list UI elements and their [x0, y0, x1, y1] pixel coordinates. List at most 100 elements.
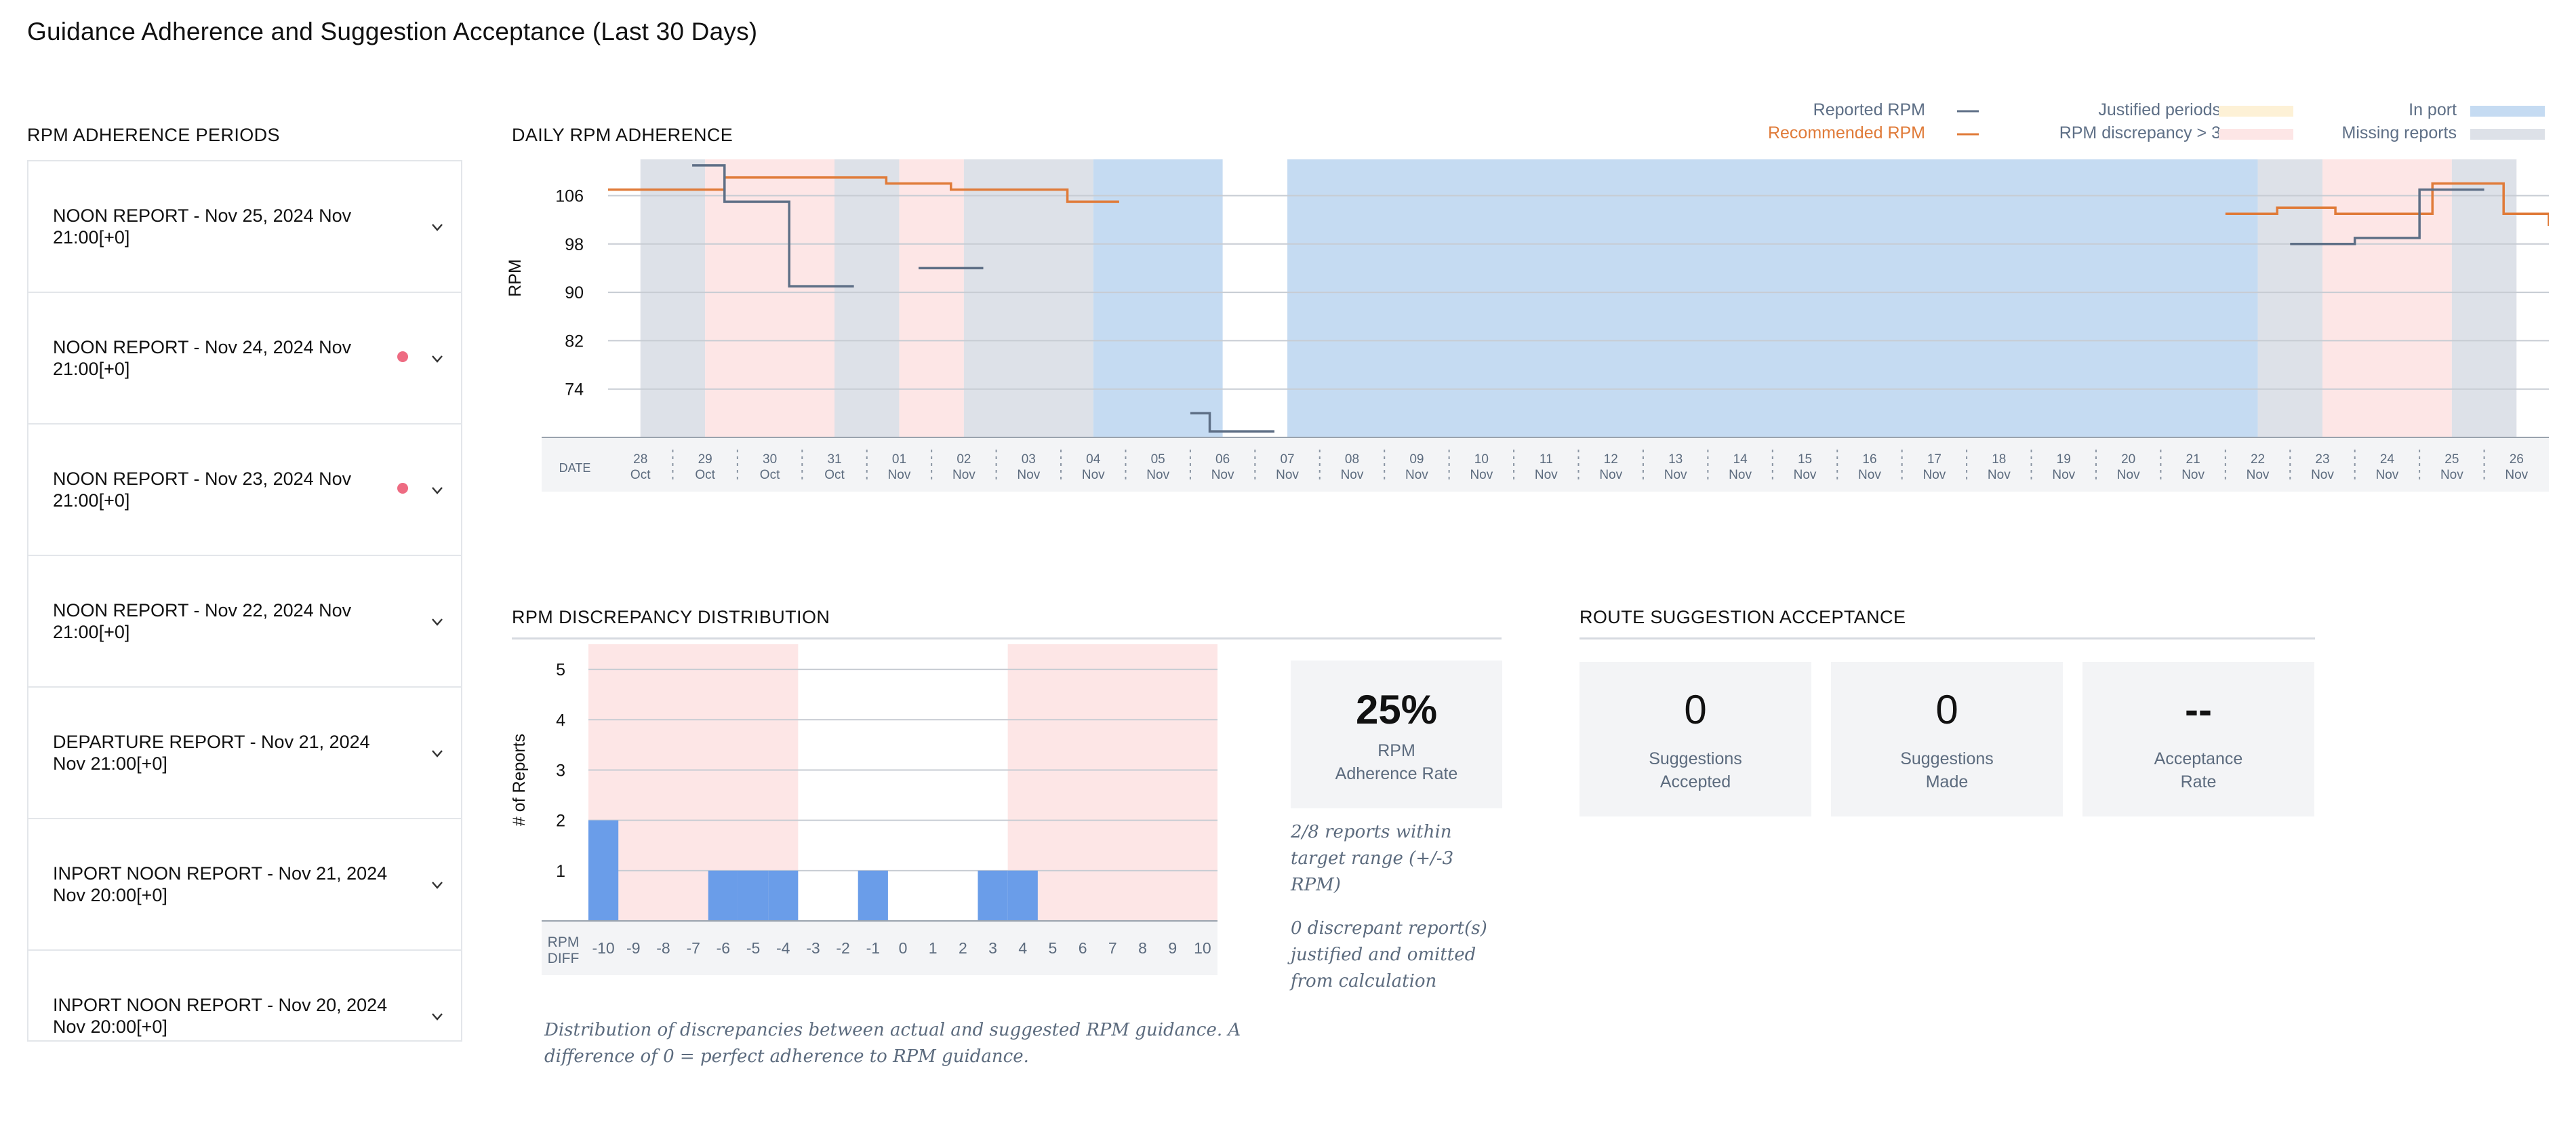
y-tick-label: 5 — [556, 661, 565, 679]
y-tick-label: 90 — [565, 283, 584, 302]
x-tick-month: Nov — [952, 468, 975, 482]
page-title: Guidance Adherence and Suggestion Accept… — [27, 18, 758, 45]
chart-legend: Reported RPM Recommended RPM Justified p… — [1763, 98, 2549, 146]
x-tick-day: 18 — [1992, 452, 2006, 467]
y-tick-label: 2 — [556, 812, 565, 831]
x-tick-month: Nov — [2440, 468, 2463, 482]
y-axis-label: # of Reports — [510, 734, 529, 826]
y-tick-label: 3 — [556, 761, 565, 780]
x-tick-day: 04 — [1086, 452, 1101, 467]
x-tick-day: 10 — [1474, 452, 1489, 467]
x-tick-day: 23 — [2315, 452, 2329, 467]
chevron-down-icon[interactable] — [428, 876, 446, 894]
adherence-rate-value: 25% — [1355, 687, 1438, 732]
x-tick-month: Nov — [2052, 468, 2075, 482]
x-tick-month: Nov — [1664, 468, 1687, 482]
x-tick-month: Nov — [1599, 468, 1622, 482]
suggestions-accepted-value: 0 — [1684, 687, 1707, 732]
x-tick-day: 21 — [2186, 452, 2200, 467]
band-missing — [2257, 159, 2322, 437]
discrepancy-divider — [512, 637, 1502, 639]
reported-rpm-line — [692, 164, 854, 288]
acceptance-rate-label-1: Acceptance — [2154, 749, 2243, 768]
adherence-rate-label-1: RPM — [1377, 741, 1415, 760]
acceptance-rate-card: -- Acceptance Rate — [2082, 662, 2314, 816]
acceptance-rate-label-2: Rate — [2180, 772, 2217, 791]
report-item[interactable]: NOON REPORT - Nov 22, 2024 Nov 21:00[+0] — [28, 556, 461, 688]
x-tick-day: 19 — [2057, 452, 2071, 467]
report-item[interactable]: NOON REPORT - Nov 25, 2024 Nov 21:00[+0] — [28, 161, 461, 293]
x-tick-label: 1 — [929, 939, 938, 957]
report-item[interactable]: NOON REPORT - Nov 23, 2024 Nov 21:00[+0] — [28, 425, 461, 556]
legend-discrepancy-swatch — [2219, 129, 2293, 140]
legend-in-port-label: In port — [2409, 100, 2457, 119]
y-tick-label: 106 — [555, 186, 584, 205]
x-tick-day: 24 — [2380, 452, 2395, 467]
chevron-down-icon[interactable] — [428, 350, 446, 368]
adherence-note-range: 2/8 reports within target range (+/-3 RP… — [1291, 822, 1454, 895]
chevron-down-icon[interactable] — [428, 481, 446, 499]
x-tick-day: 17 — [1927, 452, 1941, 467]
bar — [738, 870, 769, 921]
x-tick-day: 25 — [2444, 452, 2459, 467]
chevron-down-icon[interactable] — [428, 218, 446, 236]
x-tick-label: 10 — [1194, 939, 1211, 957]
legend-justified-swatch — [2219, 106, 2293, 117]
suggestions-accepted-label-1: Suggestions — [1649, 749, 1742, 768]
report-item[interactable]: NOON REPORT - Nov 24, 2024 Nov 21:00[+0] — [28, 293, 461, 425]
legend-missing-label: Missing reports — [2341, 123, 2457, 142]
x-tick-label: -2 — [836, 939, 849, 957]
band-missing — [2451, 159, 2517, 437]
band-missing — [834, 159, 900, 437]
bar — [1007, 870, 1038, 921]
x-tick-month: Nov — [888, 468, 911, 482]
recommended-rpm-line — [2225, 182, 2550, 226]
x-tick-label: 2 — [959, 939, 967, 957]
report-label: NOON REPORT - Nov 23, 2024 Nov 21:00[+0] — [53, 469, 352, 511]
suggestions-accepted-card: 0 Suggestions Accepted — [1579, 662, 1811, 816]
x-tick-label: -8 — [656, 939, 670, 957]
x-tick-label: 0 — [899, 939, 908, 957]
x-axis-strip — [542, 921, 1217, 975]
x-tick-month: Nov — [1082, 468, 1105, 482]
report-label: DEPARTURE REPORT - Nov 21, 2024 Nov 21:0… — [53, 732, 370, 774]
suggestions-made-label-2: Made — [1925, 772, 1969, 791]
chevron-down-icon[interactable] — [428, 1008, 446, 1025]
band-in-port — [1093, 159, 1223, 437]
report-item[interactable]: DEPARTURE REPORT - Nov 21, 2024 Nov 21:0… — [28, 688, 461, 819]
bar — [588, 820, 619, 921]
x-tick-day: 31 — [827, 452, 841, 467]
y-tick-label: 98 — [565, 235, 584, 254]
report-item[interactable]: INPORT NOON REPORT - Nov 20, 2024 Nov 20… — [28, 951, 461, 1040]
x-tick-day: 07 — [1280, 452, 1294, 467]
x-tick-day: 28 — [633, 452, 647, 467]
suggestions-made-value: 0 — [1935, 687, 1958, 732]
x-axis-label: DIFF — [548, 951, 580, 966]
x-tick-day: 30 — [763, 452, 777, 467]
band-discrepancy — [2322, 159, 2452, 437]
x-tick-month: Nov — [1146, 468, 1169, 482]
x-axis-label: DATE — [559, 461, 591, 475]
discrepancy-title: RPM DISCREPANCY DISTRIBUTION — [512, 607, 830, 627]
report-item[interactable]: INPORT NOON REPORT - Nov 21, 2024 Nov 20… — [28, 819, 461, 951]
x-tick-day: 16 — [1862, 452, 1876, 467]
daily-rpm-title: DAILY RPM ADHERENCE — [512, 125, 733, 145]
x-tick-day: 15 — [1798, 452, 1812, 467]
x-tick-day: 29 — [698, 452, 712, 467]
acceptance-rate-value: -- — [2185, 687, 2212, 732]
report-list: NOON REPORT - Nov 25, 2024 Nov 21:00[+0]… — [27, 160, 462, 1042]
x-tick-label: -1 — [866, 939, 880, 957]
chevron-down-icon[interactable] — [428, 745, 446, 762]
bar — [768, 870, 799, 921]
report-label: NOON REPORT - Nov 22, 2024 Nov 21:00[+0] — [53, 600, 352, 642]
suggestions-made-label-1: Suggestions — [1900, 749, 1994, 768]
band-discrepancy — [705, 159, 835, 437]
x-tick-month: Nov — [1341, 468, 1364, 482]
route-divider — [1579, 637, 2315, 639]
x-tick-day: 06 — [1215, 452, 1230, 467]
chevron-down-icon[interactable] — [428, 613, 446, 631]
x-tick-label: -7 — [686, 939, 700, 957]
x-tick-month: Nov — [2247, 468, 2270, 482]
discrepancy-dot-icon — [397, 351, 408, 362]
